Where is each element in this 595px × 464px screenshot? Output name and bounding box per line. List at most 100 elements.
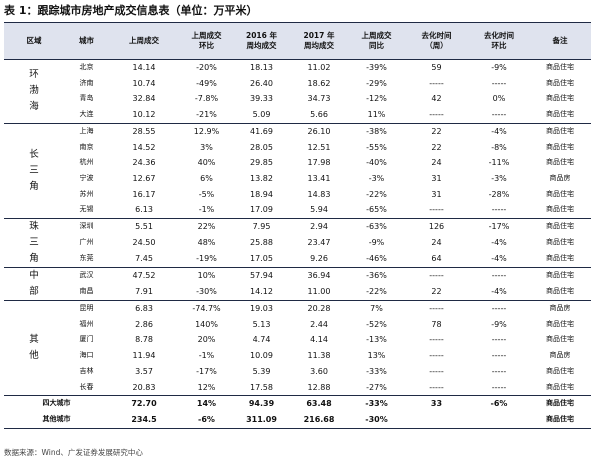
table-cell: 20.28 <box>289 300 349 317</box>
table-cell: -22% <box>366 287 387 297</box>
table-cell: -3% <box>368 173 385 183</box>
table-cell: 14.83 <box>307 189 331 199</box>
table-cell: 28.55 <box>109 122 179 140</box>
table-cell: -7.8% <box>194 94 219 104</box>
table-cell: 24 <box>431 238 442 248</box>
table-cell: -21% <box>196 110 217 120</box>
table-cell: 商品住宅 <box>529 218 591 236</box>
region-label: 珠三角 <box>4 218 64 268</box>
table-cell: 57.94 <box>234 267 289 285</box>
table-cell: ----- <box>491 351 507 361</box>
table-cell: -9% <box>368 238 385 248</box>
table-cell: -33% <box>349 395 404 412</box>
column-header: 2017 年 周均成交 <box>289 22 349 60</box>
table-cell: -1% <box>198 205 215 215</box>
table-cell: ----- <box>491 382 507 392</box>
table-cell: 17.98 <box>307 158 331 168</box>
table-cell: 31 <box>431 173 442 183</box>
table-cell: -6% <box>198 414 215 424</box>
table-cell: -38% <box>349 122 404 140</box>
column-header: 去化时间 （周） <box>404 22 469 60</box>
table-cell: 36.94 <box>289 267 349 285</box>
table-cell: 31 <box>431 189 442 199</box>
table-cell: -20% <box>179 58 234 76</box>
table-cell: 12.9% <box>179 122 234 140</box>
table-cell: 2.44 <box>310 319 328 329</box>
table-cell: 上海 <box>64 122 109 140</box>
table-cell: -39% <box>349 58 404 76</box>
table-cell: 福州 <box>79 319 94 328</box>
table-row: 环渤海北京 14.14 -20% 18.13 11.02 -39% 59 -9% 商品住宅 <box>4 58 591 124</box>
table-cell: 10% <box>179 267 234 285</box>
table-cell: 17.09 <box>250 205 273 215</box>
table-cell: 18.62 <box>307 78 331 88</box>
table-cell: 昆明 <box>64 300 109 317</box>
table-cell: 南京 <box>79 142 94 151</box>
table-cell: 7.95 <box>234 218 289 236</box>
table-cell: 商品住宅 <box>529 395 591 412</box>
table-row: 广州 24.50 48% 25.88 23.47 -9% 24 -4% 商品住宅 <box>4 235 591 251</box>
table-row: 青岛 32.84 -7.8% 39.33 34.73 -12% 42 0% 商品住宅 <box>4 91 591 107</box>
column-header: 上周成交 环比 <box>179 22 234 60</box>
table-cell: 东莞 <box>79 254 94 263</box>
table-row: 南昌 7.91 -30% 14.12 11.00 -22% 22 -4% 商品住宅 <box>4 284 591 301</box>
table-cell: -13% <box>366 335 387 345</box>
table-cell: 11.02 <box>289 58 349 76</box>
table-cell: 11% <box>367 110 386 120</box>
table-cell: 140% <box>195 319 218 329</box>
total-row: 其他城市 234.5 -6% 311.09 216.68 -30% 商品住宅 <box>4 412 591 428</box>
table-cell: -74.7% <box>179 300 234 317</box>
table-cell: -33% <box>366 366 387 376</box>
table-cell: 2.86 <box>135 319 153 329</box>
table-cell: 42 <box>431 94 442 104</box>
table-cell: 3.57 <box>135 366 153 376</box>
table-cell: ----- <box>491 366 507 376</box>
column-header: 备注 <box>529 22 591 60</box>
table-row: 杭州 24.36 40% 29.85 17.98 -40% 24 -11% 商品住宅 <box>4 155 591 171</box>
table-cell: ----- <box>429 110 444 120</box>
table-cell: -9% <box>491 319 507 329</box>
column-header: 去化时间 环比 <box>469 22 529 60</box>
table-cell: 4.14 <box>310 335 328 345</box>
table-row: 苏州 16.17 -5% 18.94 14.83 -22% 31 -28% 商品住宅 <box>4 187 591 203</box>
table-cell: ----- <box>429 382 444 392</box>
table-cell: 4.74 <box>252 335 271 345</box>
table-cell: 14.14 <box>109 58 179 76</box>
table-cell: 商品住宅 <box>546 319 574 328</box>
table-cell <box>469 412 529 428</box>
table-cell: 234.5 <box>131 414 157 424</box>
table-header: 区域 城市 上周成交 上周成交 环比 2016 年 周均成交 2017 年 周均成交 上周成… <box>4 22 591 60</box>
table-cell: 5.09 <box>252 110 271 120</box>
table-cell: 宁波 <box>79 173 94 182</box>
table-cell: -19% <box>196 254 217 264</box>
table-cell: -8% <box>491 142 507 152</box>
table-cell: ----- <box>429 335 444 345</box>
table-row: 其他昆明 6.83 -74.7% 19.03 20.28 7% ----- ----- 商品房 <box>4 300 591 396</box>
table-cell: -63% <box>349 218 404 236</box>
table-cell: 24 <box>431 158 442 168</box>
table-cell: 10.74 <box>132 78 156 88</box>
table-cell: 商品住宅 <box>546 238 574 247</box>
table-cell: 10.09 <box>250 351 273 361</box>
table-cell: 3% <box>200 142 213 152</box>
table-title: 表 1：跟踪城市房地产成交信息表（单位：万平米） <box>4 4 258 17</box>
table-cell: 59 <box>404 58 469 76</box>
table-cell: 34.73 <box>307 94 331 104</box>
table-cell: 商品住宅 <box>529 58 591 76</box>
table-cell: 商品房 <box>529 300 591 317</box>
table-cell: -4% <box>491 287 507 297</box>
table-cell: 海口 <box>79 351 94 360</box>
table-cell: 216.68 <box>303 414 335 424</box>
table-cell: ----- <box>429 351 444 361</box>
table-cell: 11.00 <box>307 287 331 297</box>
column-header: 上周成交 同比 <box>349 22 404 60</box>
table-cell: 大连 <box>79 110 94 119</box>
table-cell: 126 <box>404 218 469 236</box>
table-cell: 商品住宅 <box>529 267 591 285</box>
table-cell: 47.52 <box>109 267 179 285</box>
table-cell: 64 <box>431 254 442 264</box>
table-cell: 22% <box>179 218 234 236</box>
table-cell: -40% <box>366 158 387 168</box>
header-row: 区域 城市 上周成交 上周成交 环比 2016 年 周均成交 2017 年 周均成交 上周成… <box>4 22 591 60</box>
table-cell: 3.60 <box>310 366 328 376</box>
